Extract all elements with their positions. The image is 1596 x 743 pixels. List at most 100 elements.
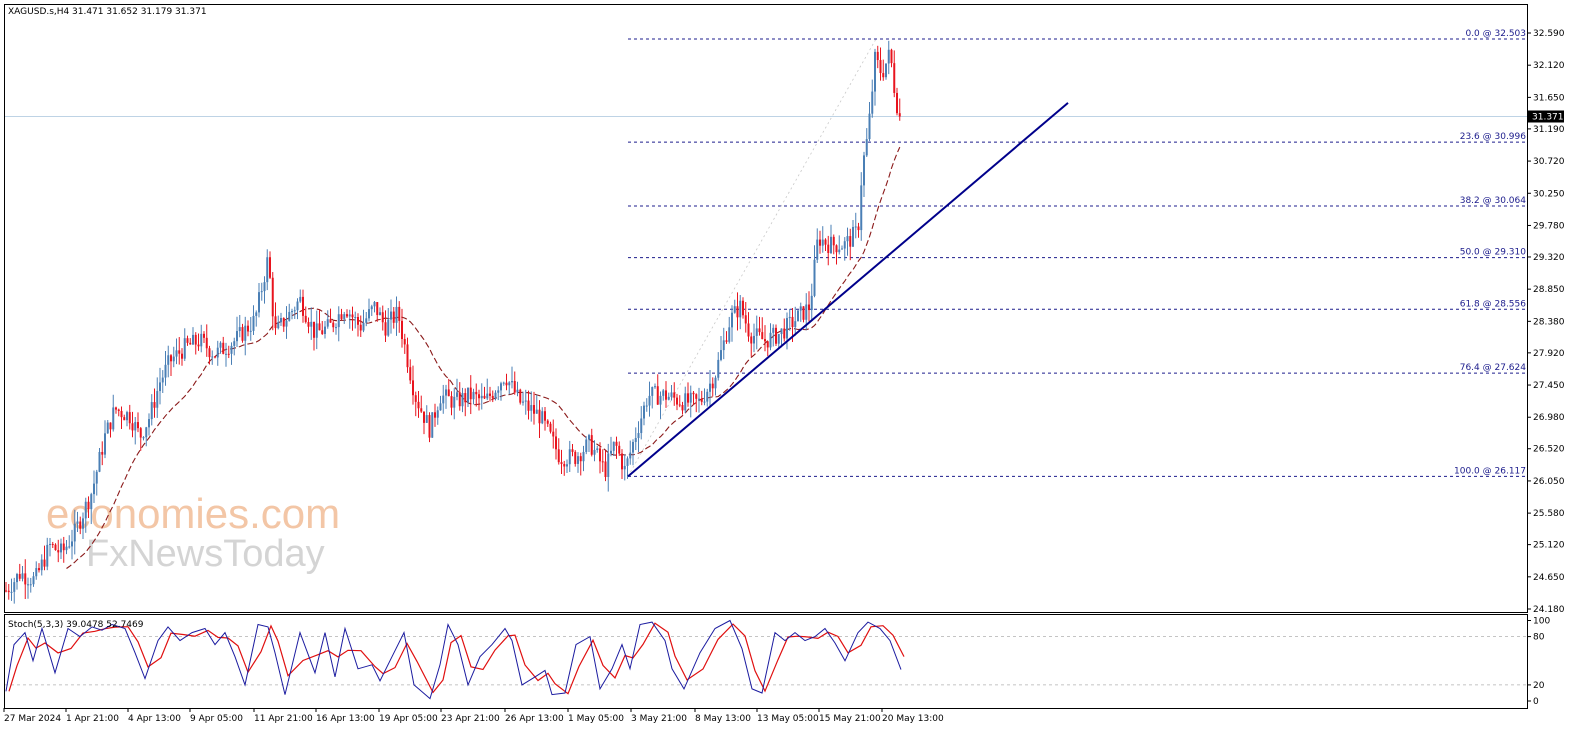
- candle-body: [810, 295, 813, 311]
- candle-body: [500, 383, 502, 391]
- candle-body: [139, 428, 142, 438]
- candle-body: [626, 458, 629, 466]
- candle-body: [417, 401, 420, 409]
- candle-body: [563, 463, 566, 467]
- candle-body: [662, 390, 665, 396]
- candle-body: [296, 301, 299, 311]
- candle-body: [486, 393, 489, 399]
- fib-level-label: 50.0 @ 29.310: [1460, 248, 1527, 258]
- candle-body: [519, 389, 522, 403]
- watermark-line1: economies.com: [46, 490, 340, 537]
- candle-body: [530, 405, 533, 411]
- candle-body: [82, 518, 84, 529]
- candle-body: [747, 323, 750, 337]
- candle-body: [95, 471, 98, 484]
- candle-body: [832, 236, 835, 246]
- candle-body: [857, 226, 860, 231]
- candle-body: [750, 336, 753, 344]
- price-tick-label: 32.590: [1533, 29, 1565, 39]
- candle-body: [32, 576, 35, 585]
- candle-body: [112, 407, 115, 430]
- candle-body: [508, 382, 511, 386]
- candle-body: [291, 311, 293, 313]
- candle-body: [271, 277, 274, 317]
- moving-average-line: [66, 146, 901, 569]
- time-tick-label: 20 May 13:00: [882, 714, 944, 724]
- candle-body: [813, 259, 816, 296]
- candle-body: [744, 315, 747, 324]
- candle-body: [40, 559, 43, 571]
- price-tick-label: 26.050: [1533, 477, 1565, 487]
- candle-body: [373, 302, 376, 307]
- candle-body: [359, 324, 362, 331]
- candle-body: [703, 401, 706, 403]
- candle-body: [615, 441, 618, 446]
- candle-body: [194, 334, 197, 345]
- candle-body: [786, 318, 788, 339]
- candle-body: [788, 316, 791, 319]
- candle-body: [230, 345, 233, 354]
- time-tick-label: 11 Apr 21:00: [254, 714, 313, 724]
- candle-body: [824, 239, 827, 245]
- candle-body: [849, 236, 852, 247]
- candle-body: [423, 411, 425, 423]
- candle-body: [222, 342, 225, 354]
- trendline[interactable]: [627, 102, 1069, 478]
- candle-body: [604, 461, 607, 477]
- candle-body: [835, 245, 838, 253]
- candle-body: [588, 435, 590, 440]
- candle-body: [678, 404, 681, 406]
- candle-body: [258, 292, 260, 313]
- candle-body: [431, 412, 434, 438]
- candle-body: [475, 391, 478, 395]
- candle-body: [846, 236, 849, 242]
- fib-level-label: 23.6 @ 30.996: [1460, 132, 1527, 142]
- candle-body: [797, 310, 799, 322]
- candle-body: [159, 382, 161, 392]
- fibonacci-retracement[interactable]: 0.0 @ 32.503 23.6 @ 30.996 38.2 @ 30.064 50…: [627, 29, 1527, 477]
- candle-body: [324, 326, 326, 335]
- candle-body: [533, 405, 535, 414]
- candle-body: [227, 353, 230, 355]
- candle-body: [527, 400, 530, 411]
- candle-body: [593, 449, 596, 455]
- candle-body: [513, 381, 516, 393]
- price-tick-label: 29.320: [1533, 253, 1565, 263]
- candle-body: [882, 73, 885, 78]
- candle-body: [54, 544, 57, 551]
- candle-body: [689, 392, 692, 403]
- candle-body: [27, 584, 29, 586]
- candle-body: [299, 296, 302, 302]
- candle-body: [109, 422, 112, 430]
- candle-body: [711, 383, 714, 389]
- candle-body: [208, 348, 211, 358]
- candle-body: [307, 322, 310, 327]
- candle-body: [7, 590, 10, 593]
- time-tick-label: 13 May 05:00: [757, 714, 819, 724]
- candle-body: [414, 395, 417, 402]
- candle-body: [783, 328, 786, 339]
- candle-body: [852, 226, 854, 247]
- candle-body: [304, 315, 307, 323]
- candle-body: [585, 439, 588, 452]
- candle-body: [285, 320, 288, 327]
- candle-body: [117, 409, 120, 411]
- candle-body: [252, 315, 255, 331]
- candle-body: [137, 422, 139, 429]
- candle-body: [412, 380, 414, 396]
- candle-body: [120, 410, 123, 418]
- candle-body: [348, 314, 351, 317]
- candle-body: [35, 568, 38, 577]
- candle-body: [577, 456, 579, 464]
- candle-body: [838, 249, 841, 253]
- candle-body: [733, 306, 736, 313]
- candle-body: [827, 244, 830, 254]
- candle-body: [511, 381, 513, 383]
- candle-body: [632, 441, 634, 453]
- candle-body: [343, 314, 346, 319]
- candle-body: [489, 393, 491, 396]
- candle-body: [772, 327, 775, 333]
- candle-body: [200, 333, 203, 347]
- candle-body: [654, 386, 656, 388]
